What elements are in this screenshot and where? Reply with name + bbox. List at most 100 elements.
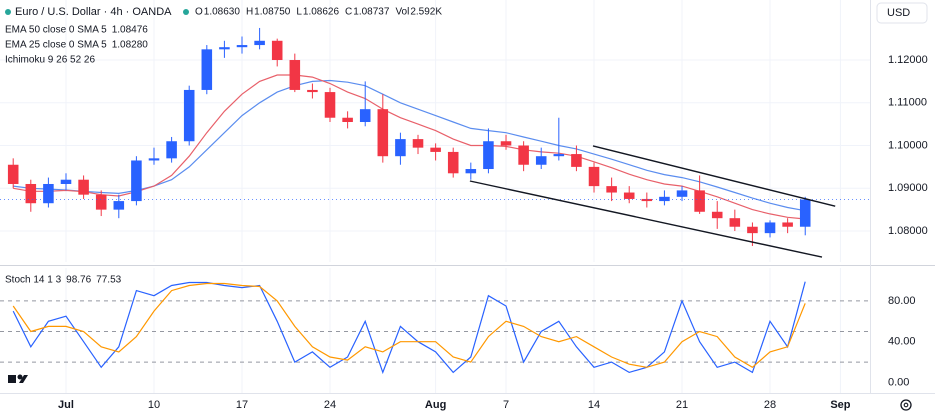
indicator-value: 1.08476 [112, 25, 149, 36]
candle-body [764, 222, 776, 234]
y-tick-label: 1.11000 [888, 97, 927, 109]
text-layer: Euro / U.S. Dollar · 4h · OANDA USD EMA … [5, 2, 928, 411]
settings-icon[interactable] [900, 399, 912, 411]
x-tick-label: Aug [425, 399, 446, 411]
ohlc-value: 1.08750 [254, 7, 291, 18]
candle-body [694, 190, 705, 212]
x-tick-label: 28 [764, 399, 776, 411]
marks-layer [0, 27, 870, 375]
candle-body [518, 145, 529, 165]
x-tick-label: 14 [588, 399, 600, 411]
candle-body [95, 194, 107, 210]
ohlc-label: H [246, 7, 253, 18]
x-tick-label: Sep [830, 399, 850, 411]
ema-line [13, 79, 806, 212]
trendline [592, 145, 836, 207]
candle-body [500, 141, 512, 146]
stoch-line [12, 282, 806, 369]
ohlc-label: C [345, 7, 352, 18]
indicator-name: EMA 50 close 0 SMA 5 [5, 25, 107, 36]
candle-body [342, 117, 353, 123]
candle-body [183, 89, 195, 142]
x-tick-label: 17 [236, 399, 248, 411]
x-tick-label: Jul [58, 399, 74, 411]
candle-body [324, 92, 336, 118]
indicator-name: Stoch 14 1 3 [5, 275, 62, 286]
ohlc-value: 1.08630 [204, 7, 241, 18]
indicator-name: Ichimoku 9 26 52 26 [5, 55, 95, 66]
ohlc-label: Vol [395, 7, 409, 18]
candle-body [271, 40, 283, 61]
candle-body [60, 179, 72, 184]
candle-body [412, 139, 424, 148]
y-tick-label: 1.10000 [888, 139, 928, 151]
symbol-title: Euro / U.S. Dollar · 4h · OANDA [15, 6, 172, 18]
candle-body [729, 218, 741, 227]
candle-body [7, 164, 19, 184]
candle-body [799, 199, 811, 227]
candle-body [131, 160, 142, 202]
candle-body [711, 211, 723, 219]
candle-body [553, 154, 565, 157]
candle-body [359, 109, 371, 123]
candle-body [465, 169, 477, 174]
candle-body [483, 141, 494, 170]
indicator-value: 77.53 [96, 275, 121, 286]
y-tick-label: 1.08000 [888, 225, 928, 237]
candle-body [201, 49, 213, 90]
currency[interactable]: USD [887, 7, 910, 19]
candle-body [588, 166, 600, 187]
tradingview-logo [8, 374, 28, 383]
currency-button[interactable] [876, 2, 928, 24]
ohlc-label: O [195, 7, 203, 18]
candle-body [623, 192, 635, 199]
x-tick-label: 7 [503, 399, 509, 411]
trendline [469, 180, 823, 258]
candle-body [782, 222, 793, 227]
candle-body [254, 40, 265, 46]
candle-body [430, 147, 441, 152]
y-tick-label: 1.09000 [888, 182, 928, 194]
x-tick-label: 24 [324, 399, 336, 411]
candle-body [659, 196, 670, 202]
candle-body [377, 109, 389, 157]
candle-body [307, 89, 318, 93]
indicator-value: 1.08280 [112, 40, 149, 51]
candle-body [571, 154, 582, 167]
candle-body [43, 183, 54, 204]
status-dot [5, 9, 11, 15]
candle-body [395, 139, 406, 157]
y-tick-label: 0.00 [888, 376, 909, 388]
candle-body [148, 158, 160, 161]
y-tick-label: 40.00 [888, 336, 916, 348]
candle-body [166, 141, 177, 159]
candle-body [219, 47, 230, 50]
ohlc-label: L [296, 7, 302, 18]
x-tick-label: 10 [148, 399, 160, 411]
ohlc-value: 1.08737 [353, 7, 390, 18]
candle-body [447, 151, 459, 174]
candle-body [289, 60, 301, 90]
candle-body [25, 183, 37, 204]
x-tick-label: 21 [676, 399, 688, 411]
indicator-name: EMA 25 close 0 SMA 5 [5, 40, 107, 51]
ohlc-value: 2.592K [410, 7, 442, 18]
grid-layer [0, 0, 870, 393]
ohlc-value: 1.08626 [303, 7, 340, 18]
stoch-line [12, 281, 806, 375]
candle-body [676, 190, 688, 197]
candle-body [641, 198, 653, 202]
candle-body [747, 226, 758, 234]
candle-body [535, 156, 547, 165]
candle-body [113, 201, 125, 210]
candle-body [236, 45, 248, 48]
y-tick-label: 80.00 [888, 295, 916, 307]
y-tick-label: 1.12000 [888, 54, 928, 66]
candle-body [606, 186, 617, 193]
indicator-value: 98.76 [66, 275, 91, 286]
status-dot [183, 9, 189, 15]
ema-line [13, 74, 806, 220]
candle-body [78, 179, 89, 195]
